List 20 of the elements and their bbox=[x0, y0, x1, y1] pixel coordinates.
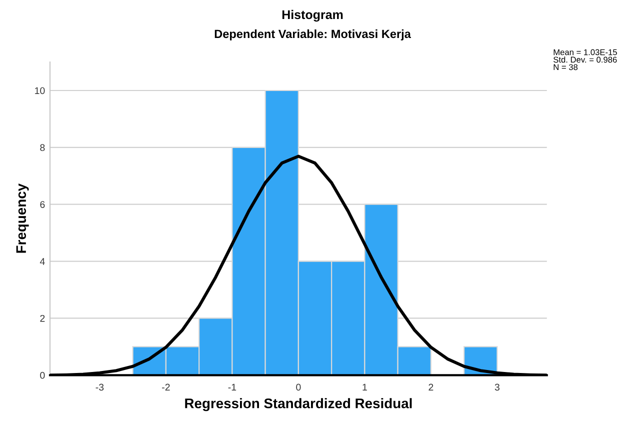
text: N = 38 bbox=[554, 64, 578, 70]
x-tick-label: -1 bbox=[228, 384, 236, 391]
text: Std. Dev. = 0.986 bbox=[554, 56, 617, 63]
y-tick-label: 6 bbox=[40, 201, 45, 208]
y-tick-label: 8 bbox=[40, 144, 45, 152]
x-tick-label: -2 bbox=[162, 384, 170, 391]
y-tick-label: 10 bbox=[35, 87, 45, 94]
x-axis-title: Regression Standardized Residual bbox=[185, 398, 412, 412]
x-tick-label: 2 bbox=[428, 384, 434, 391]
x-tick-label: -3 bbox=[96, 384, 104, 391]
text: Mean = 1.03E-15 bbox=[554, 49, 617, 56]
y-tick-label: 4 bbox=[40, 258, 45, 265]
x-tick-label: 3 bbox=[494, 384, 500, 391]
y-tick-label: 2 bbox=[40, 314, 45, 322]
y-axis-title: Frequency bbox=[16, 184, 29, 253]
x-tick-label: 0 bbox=[296, 384, 301, 391]
y-tick-label: 0 bbox=[40, 372, 45, 379]
chart-subtitle: Dependent Variable: Motivasi Kerja bbox=[214, 29, 411, 40]
chart-title: Histogram bbox=[282, 10, 343, 22]
x-tick-label: 1 bbox=[362, 384, 367, 391]
